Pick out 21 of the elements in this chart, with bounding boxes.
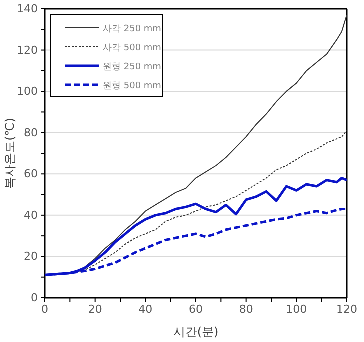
y-tick-label: 40 [24, 208, 38, 222]
x-tick-label: 60 [189, 302, 203, 316]
y-tick-label: 80 [24, 126, 38, 140]
y-tick-label: 20 [24, 250, 38, 264]
x-tick-label: 40 [138, 302, 153, 316]
y-tick-label: 100 [17, 85, 38, 98]
y-tick-label: 60 [24, 168, 38, 181]
x-tick-label: 0 [42, 302, 48, 316]
y-tick-label: 0 [31, 292, 38, 305]
y-axis-title: 복사온도(℃) [3, 118, 17, 189]
legend-label: 원형 250 mm [103, 62, 162, 72]
x-tick-label: 120 [336, 302, 358, 316]
x-tick-label: 100 [286, 302, 308, 316]
x-tick-label: 80 [239, 302, 254, 316]
y-tick-label: 120 [17, 44, 38, 57]
x-tick-label: 20 [88, 302, 102, 316]
x-axis-title: 시간(분) [173, 325, 219, 339]
legend-label: 원형 500 mm [103, 82, 162, 92]
legend-label: 사각 250 mm [103, 24, 162, 34]
y-tick-label: 140 [17, 2, 38, 16]
legend-label: 사각 500 mm [103, 44, 162, 54]
